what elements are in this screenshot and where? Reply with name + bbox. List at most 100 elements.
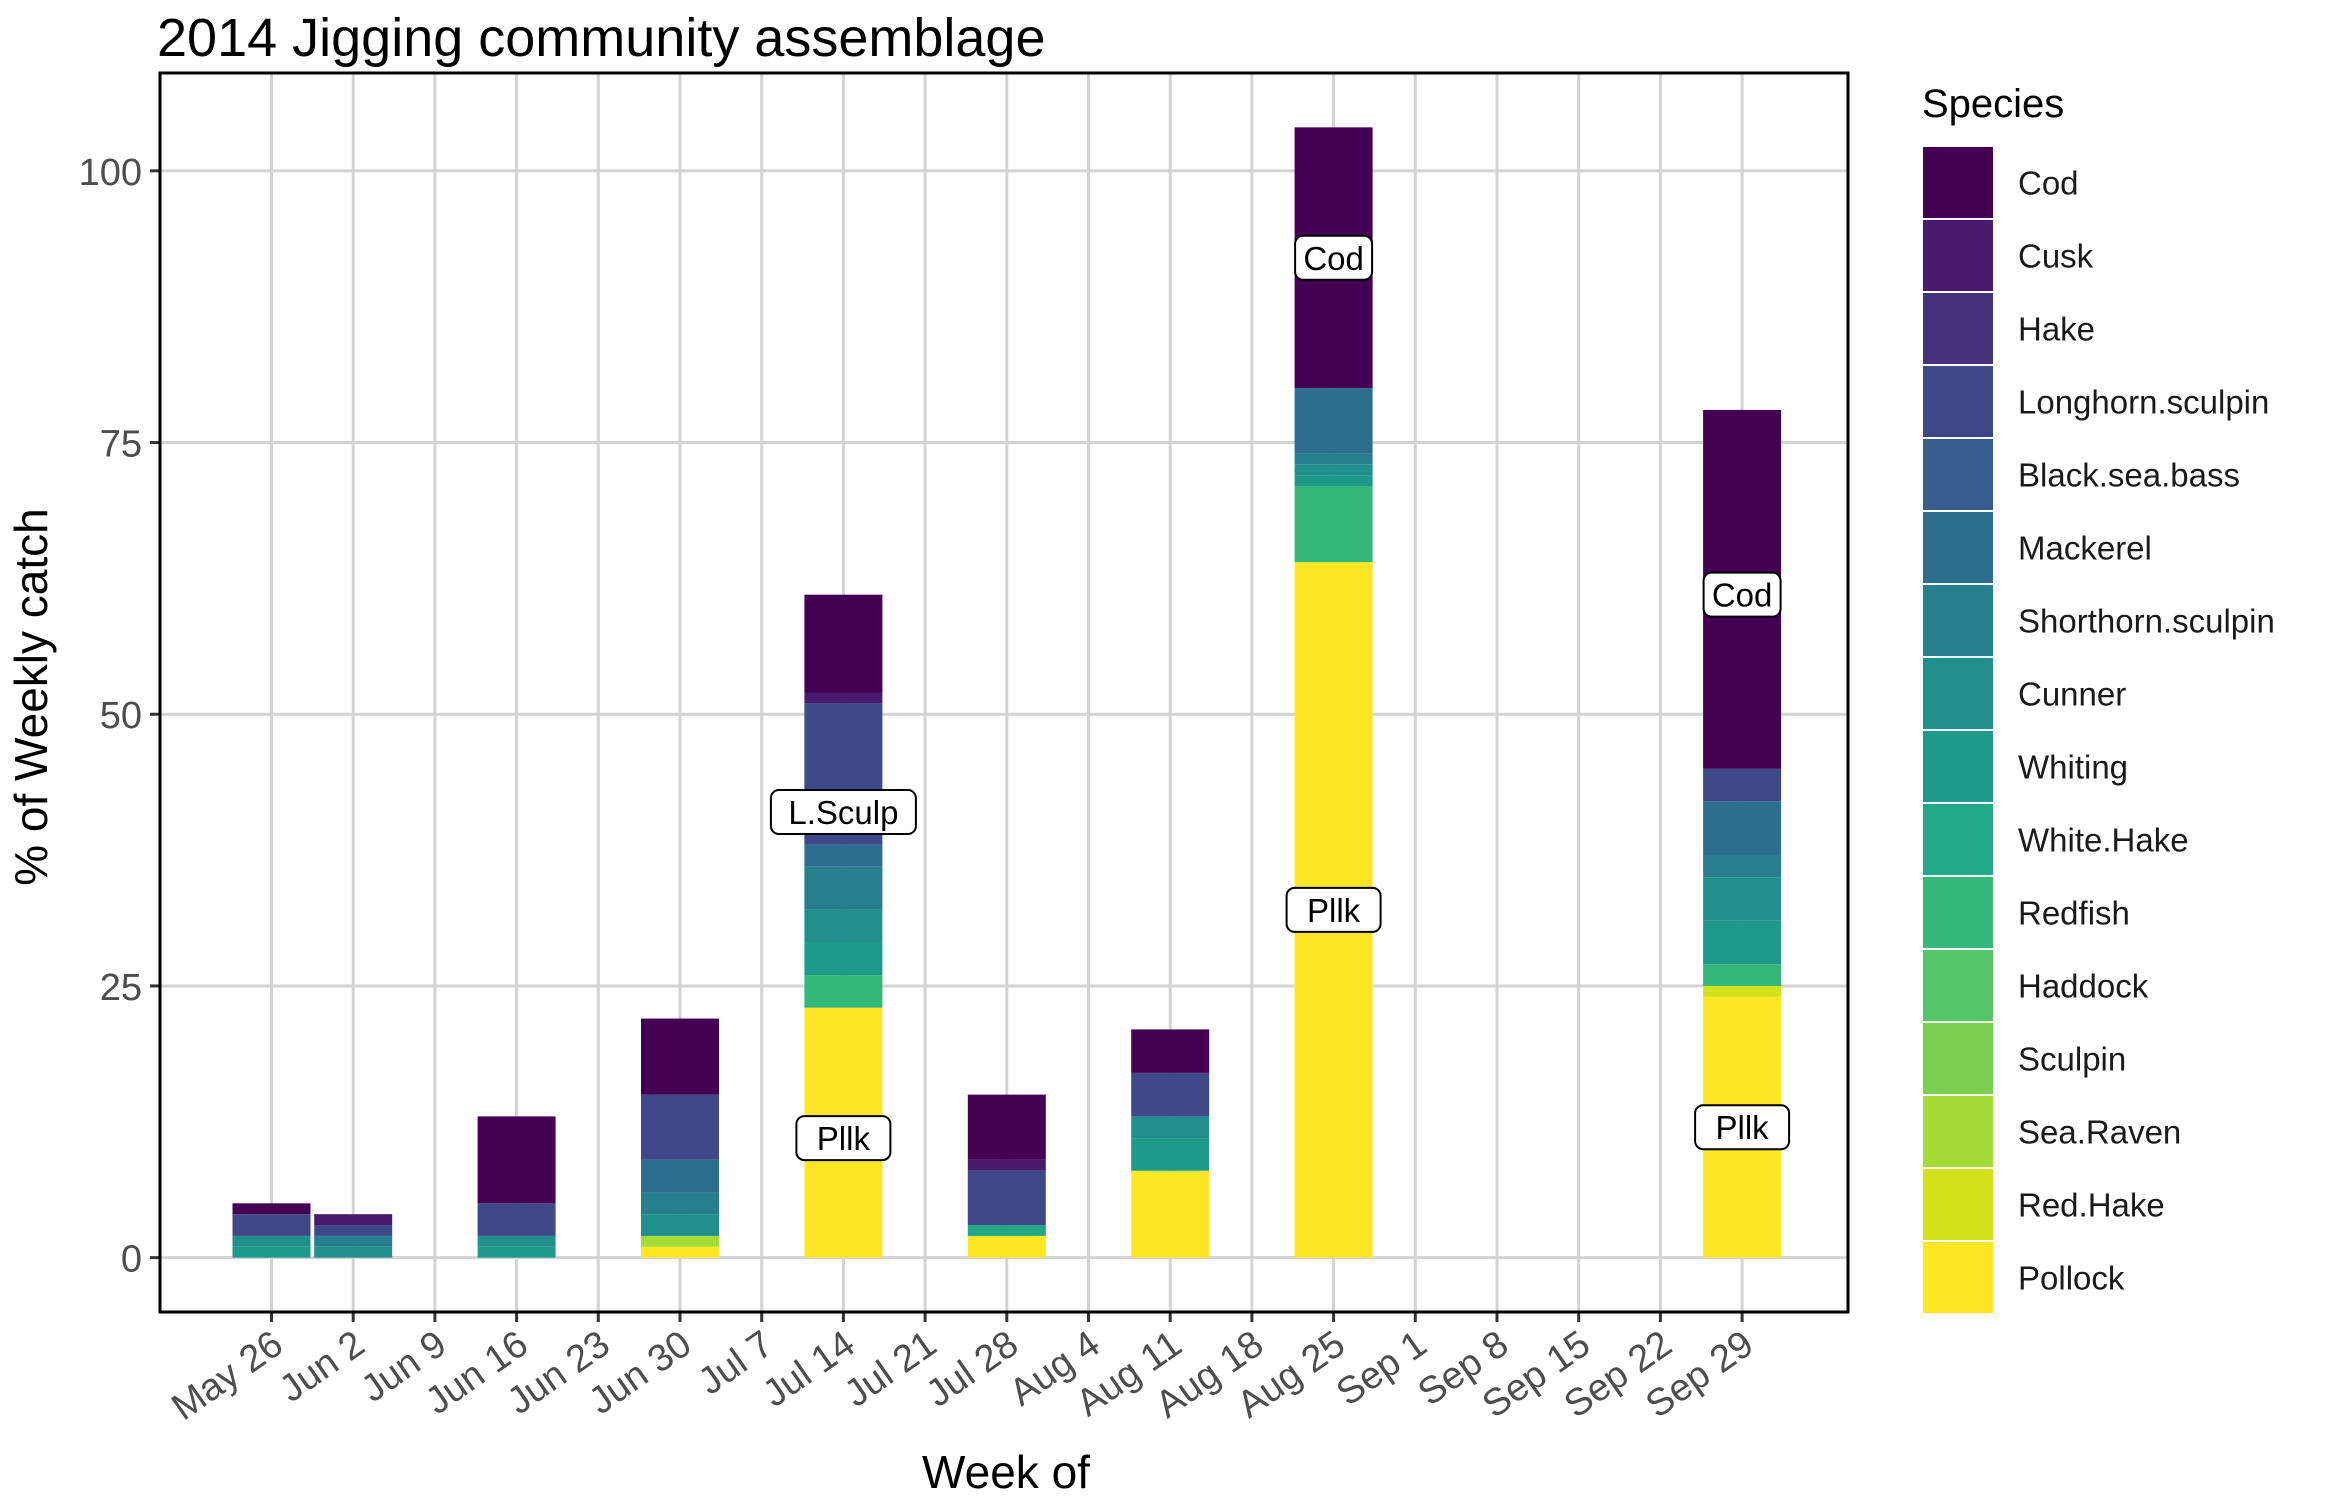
chart-title: 2014 Jigging community assemblage	[157, 8, 1046, 68]
legend-key	[1921, 1021, 1995, 1096]
legend-label: Cusk	[2018, 238, 2094, 275]
annotation-box	[795, 1115, 892, 1162]
annotation-text: Pllk	[817, 1120, 871, 1157]
plot-border	[158, 71, 1850, 1314]
annotation-box	[1285, 886, 1382, 933]
bar-segment	[314, 1246, 393, 1258]
bar-segment	[641, 1192, 719, 1215]
legend-key	[1921, 1094, 1995, 1169]
bar-segment	[804, 942, 883, 976]
legend-label: Black.sea.bass	[2018, 457, 2240, 494]
bar-segment	[641, 1235, 719, 1247]
x-axis-label: Week of	[922, 1446, 1090, 1498]
bar-segment	[1703, 920, 1782, 965]
annotation-box	[1694, 1104, 1791, 1151]
bar-segment	[1131, 1116, 1210, 1139]
bar-segment	[1703, 964, 1782, 986]
bar-segment	[477, 1246, 556, 1258]
x-tick-label: Jun 2	[272, 1323, 372, 1411]
legend-label: Whiting	[2018, 749, 2128, 786]
bar-annotation: L.Sculp	[769, 789, 917, 836]
bar-segment	[232, 1246, 311, 1258]
bar-segment	[804, 909, 883, 943]
legend-key	[1921, 437, 1995, 512]
y-tick-label: 100	[79, 152, 142, 194]
annotation-text: Pllk	[1307, 892, 1361, 929]
legend-label: Mackerel	[2018, 530, 2152, 567]
annotation-box	[1294, 234, 1374, 281]
legend-key	[1921, 364, 1995, 439]
bar-annotation: Cod	[1294, 234, 1374, 281]
legend-label: Haddock	[2018, 968, 2149, 1005]
y-tick-label: 75	[100, 424, 142, 466]
bar-segment	[1294, 388, 1373, 454]
bar-segment	[967, 1235, 1046, 1258]
legend-key	[1921, 802, 1995, 877]
legend-label: Shorthorn.sculpin	[2018, 603, 2275, 640]
bar-segment	[1703, 768, 1782, 802]
bar-segment	[804, 866, 883, 910]
bar-segment	[1703, 985, 1782, 997]
y-tick-label: 0	[121, 1239, 142, 1281]
bar-segment	[1131, 1138, 1210, 1171]
legend-key	[1921, 729, 1995, 804]
annotation-box	[769, 789, 917, 836]
bar-segment	[477, 1116, 556, 1204]
bar-segment	[1294, 453, 1373, 465]
bar-segment	[1703, 801, 1782, 856]
bar-segment	[641, 1018, 719, 1095]
legend-key	[1921, 656, 1995, 731]
bar-segment	[1703, 855, 1782, 878]
annotation-text: Cod	[1303, 240, 1364, 277]
bar-segment	[1131, 1170, 1210, 1258]
x-tick-label: Jul 28	[919, 1323, 1026, 1416]
bar-segment	[1131, 1029, 1210, 1073]
bar-annotation: Pllk	[795, 1115, 892, 1162]
bar-segment	[641, 1094, 719, 1160]
bar-segment	[477, 1235, 556, 1247]
annotation-text: Cod	[1712, 577, 1773, 614]
bar-segment	[804, 692, 883, 704]
bar-segment	[967, 1159, 1046, 1171]
bar-segment	[232, 1203, 311, 1215]
legend-title: Species	[1922, 82, 2064, 126]
bar-segment	[1294, 464, 1373, 476]
legend-key	[1921, 875, 1995, 950]
legend-label: Cunner	[2018, 676, 2126, 713]
y-tick-label: 50	[100, 695, 142, 737]
legend-label: Sculpin	[2018, 1041, 2126, 1078]
legend-key	[1921, 1240, 1995, 1315]
bar-annotation: Pllk	[1694, 1104, 1791, 1151]
x-tick-label: Jul 14	[755, 1323, 862, 1416]
legend-label: Hake	[2018, 311, 2095, 348]
bar-segment	[967, 1225, 1046, 1236]
bar-segment	[641, 1214, 719, 1236]
bar-segment	[641, 1159, 719, 1193]
annotation-box	[1702, 571, 1782, 618]
bar-segment	[1703, 877, 1782, 921]
legend-label: Sea.Raven	[2018, 1114, 2181, 1151]
legend-label: Redfish	[2018, 895, 2130, 932]
bar-segment	[314, 1214, 393, 1226]
bar-segment	[967, 1094, 1046, 1160]
legend-key	[1921, 948, 1995, 1023]
legend-key	[1921, 291, 1995, 366]
legend-label: White.Hake	[2018, 822, 2189, 859]
y-axis-label: % of Weekly catch	[5, 508, 57, 886]
legend-key	[1921, 510, 1995, 585]
bar-segment	[804, 844, 883, 867]
bar-segment	[232, 1214, 311, 1236]
bar-annotation: Cod	[1702, 571, 1782, 618]
legend-key	[1921, 218, 1995, 293]
bar-segment	[477, 1203, 556, 1236]
legend: Cod Cusk Hake Longhorn.sculpin Black.sea.bas…	[1921, 145, 2275, 1315]
bar-segment	[314, 1235, 393, 1247]
legend-label: Cod	[2018, 165, 2079, 202]
bar-segment	[232, 1235, 311, 1247]
legend-label: Longhorn.sculpin	[2018, 384, 2269, 421]
bar-segment	[1294, 486, 1373, 563]
bar-segment	[804, 975, 883, 1008]
x-tick-label: Sep 1	[1329, 1323, 1434, 1414]
bar-segment	[641, 1246, 719, 1258]
